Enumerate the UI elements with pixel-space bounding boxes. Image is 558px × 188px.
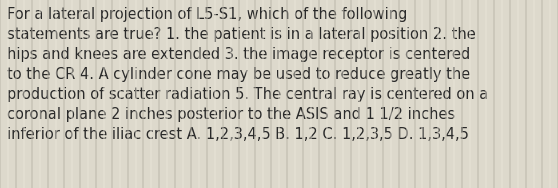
- Text: For a lateral projection of L5-S1, which of the following
statements are true? 1: For a lateral projection of L5-S1, which…: [7, 7, 488, 142]
